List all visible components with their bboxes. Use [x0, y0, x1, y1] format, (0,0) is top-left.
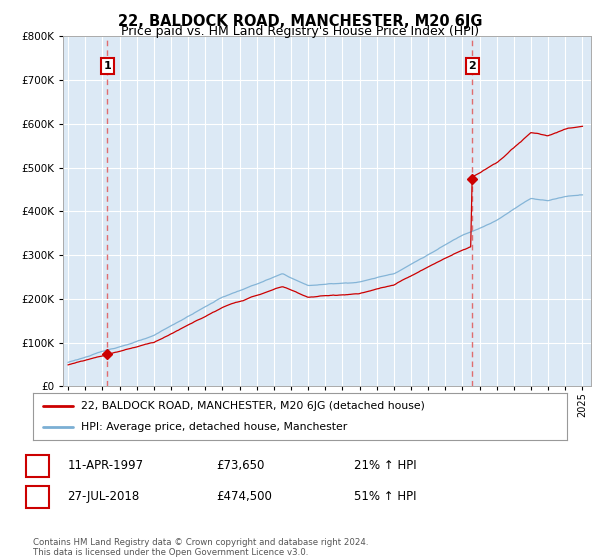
Text: £73,650: £73,650	[216, 459, 265, 473]
Text: 11-APR-1997: 11-APR-1997	[67, 459, 143, 473]
Text: HPI: Average price, detached house, Manchester: HPI: Average price, detached house, Manc…	[81, 422, 347, 432]
Text: 22, BALDOCK ROAD, MANCHESTER, M20 6JG: 22, BALDOCK ROAD, MANCHESTER, M20 6JG	[118, 14, 482, 29]
Text: 27-JUL-2018: 27-JUL-2018	[67, 490, 139, 503]
Text: 1: 1	[33, 459, 41, 473]
Text: 2: 2	[33, 490, 41, 503]
Text: 22, BALDOCK ROAD, MANCHESTER, M20 6JG (detached house): 22, BALDOCK ROAD, MANCHESTER, M20 6JG (d…	[81, 400, 425, 410]
Text: 51% ↑ HPI: 51% ↑ HPI	[354, 490, 416, 503]
Text: Contains HM Land Registry data © Crown copyright and database right 2024.
This d: Contains HM Land Registry data © Crown c…	[33, 538, 368, 557]
Text: 21% ↑ HPI: 21% ↑ HPI	[354, 459, 416, 473]
Text: 2: 2	[469, 61, 476, 71]
Text: 1: 1	[103, 61, 111, 71]
Text: £474,500: £474,500	[216, 490, 272, 503]
Text: Price paid vs. HM Land Registry's House Price Index (HPI): Price paid vs. HM Land Registry's House …	[121, 25, 479, 38]
